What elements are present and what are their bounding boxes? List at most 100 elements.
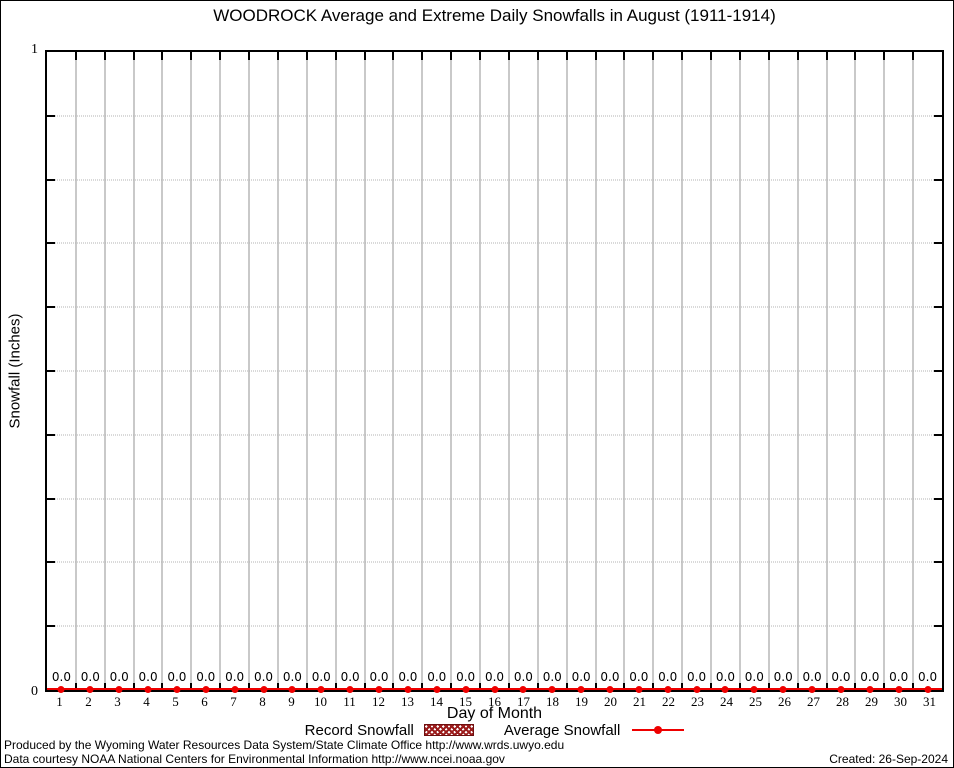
top-axis-tick (681, 52, 684, 60)
bottom-axis-tick (652, 683, 655, 690)
average-snowfall-point (924, 686, 932, 693)
average-snowfall-point (606, 686, 614, 693)
left-axis-tick (47, 242, 55, 245)
bottom-axis-tick (305, 683, 308, 690)
bottom-axis-tick (623, 683, 626, 690)
value-label: 0.0 (831, 670, 851, 684)
x-tick-label: 29 (865, 694, 878, 709)
bottom-axis-tick (854, 683, 857, 690)
x-tick-label: 13 (401, 694, 414, 709)
top-axis-tick (767, 52, 770, 60)
left-axis-tick (47, 625, 55, 628)
value-label: 0.0 (918, 670, 938, 684)
average-snowfall-point (577, 686, 585, 693)
value-label: 0.0 (484, 670, 505, 684)
x-tick-label: 1 (56, 694, 63, 709)
x-tick-label: 2 (85, 694, 92, 709)
value-label: 0.0 (513, 670, 533, 684)
top-axis-tick (738, 52, 741, 60)
right-axis-tick (934, 625, 942, 628)
right-axis-tick (934, 561, 942, 564)
horizontal-gridline (47, 434, 942, 436)
bottom-axis-tick (421, 683, 424, 690)
x-tick-label: 8 (259, 694, 266, 709)
bottom-axis-tick (392, 683, 395, 690)
bottom-axis-tick (161, 683, 164, 690)
average-snowfall-point (462, 686, 470, 693)
value-label: 0.0 (51, 670, 71, 684)
bottom-axis-tick (132, 683, 135, 690)
top-axis-tick (825, 52, 828, 60)
x-tick-label: 14 (430, 694, 443, 709)
y-axis-max-tick-label: 1 (31, 42, 38, 57)
top-axis-tick (334, 52, 337, 60)
x-tick-label: 28 (836, 694, 849, 709)
bottom-axis-tick (738, 683, 741, 690)
value-label: 0.0 (860, 670, 880, 684)
average-snowfall-point (115, 686, 123, 693)
x-tick-label: 30 (894, 694, 907, 709)
x-tick-label: 22 (661, 694, 675, 709)
right-axis-tick (934, 114, 942, 117)
x-tick-label: 24 (720, 694, 733, 709)
value-label: 0.0 (225, 670, 245, 684)
top-axis-tick (854, 52, 857, 60)
average-snowfall-point (750, 686, 758, 693)
right-axis-tick (934, 370, 942, 372)
horizontal-gridline (47, 179, 942, 181)
top-axis-tick (363, 52, 366, 60)
value-label: 0.0 (80, 670, 100, 684)
value-label: 0.0 (542, 670, 562, 684)
right-axis-tick (934, 242, 942, 245)
average-snowfall-point (491, 686, 498, 693)
value-label: 0.0 (456, 670, 476, 684)
average-snowfall-point (548, 686, 556, 693)
horizontal-gridline (47, 115, 942, 117)
average-snowfall-point (144, 686, 152, 693)
average-snowfall-point (317, 686, 325, 693)
x-axis-title: Day of Month (446, 705, 543, 722)
top-axis-tick (652, 52, 655, 60)
right-axis-tick (934, 178, 942, 181)
value-label: 0.0 (889, 670, 909, 684)
top-axis-tick (479, 52, 482, 60)
value-label: 0.0 (773, 670, 793, 684)
value-label: 0.0 (138, 670, 158, 684)
bottom-axis-tick (594, 683, 597, 690)
x-tick-label: 6 (201, 694, 208, 709)
top-axis-tick (132, 52, 135, 60)
bottom-axis-tick (507, 683, 510, 690)
value-label: 0.0 (253, 670, 274, 684)
chart-title: WOODROCK Average and Extreme Daily Snowf… (213, 6, 776, 25)
x-tick-label: 5 (172, 694, 179, 709)
bottom-axis-tick (219, 683, 222, 690)
average-snowfall-point (664, 686, 672, 693)
value-label: 0.0 (427, 670, 447, 684)
footer-attribution-line1: Produced by the Wyoming Water Resources … (4, 738, 565, 752)
x-tick-label: 4 (143, 694, 150, 709)
average-snowfall-point (693, 686, 701, 693)
left-axis-tick (47, 433, 55, 436)
bottom-axis-tick (681, 683, 684, 690)
left-axis-tick (47, 178, 55, 181)
average-snowfall-point (260, 686, 268, 693)
bottom-axis-tick (479, 683, 482, 690)
top-axis-tick (219, 52, 222, 60)
top-axis-tick (912, 52, 915, 60)
x-tick-label: 7 (230, 694, 237, 709)
value-label: 0.0 (369, 670, 389, 684)
top-axis-tick (161, 52, 164, 60)
value-label: 0.0 (744, 670, 764, 684)
bottom-axis-tick (767, 683, 770, 690)
left-axis-tick (47, 114, 55, 117)
bottom-axis-tick (276, 683, 279, 690)
value-label: 0.0 (658, 670, 678, 684)
x-tick-labels: 1 2 3 4 5 6 7 8 9 10 11 12 13 14 15 16 17 18 19 20 21 22 23 24 2… (45, 695, 944, 709)
horizontal-gridline (47, 242, 942, 244)
x-tick-label: 3 (114, 694, 121, 709)
average-snowfall-point (866, 686, 874, 693)
top-axis-tick (421, 52, 424, 60)
bottom-axis-tick (450, 683, 453, 690)
average-snowfall-point (404, 686, 412, 693)
